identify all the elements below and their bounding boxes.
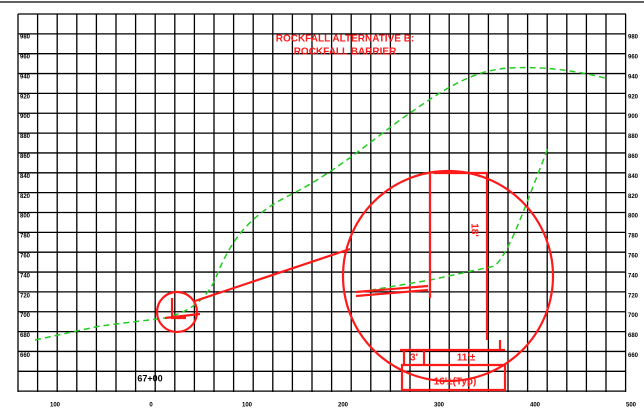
elevation-label: 980: [20, 35, 31, 41]
elevation-label: 900: [20, 114, 31, 120]
elevation-label: 840: [628, 174, 639, 180]
elevation-label: 920: [20, 94, 31, 100]
elevation-label: 840: [20, 174, 31, 180]
elevation-label: 780: [20, 234, 31, 240]
width-label: 11'±: [457, 353, 476, 364]
elevation-label: 780: [628, 234, 639, 240]
offset-label: 100: [242, 403, 253, 409]
ground-line: [34, 66, 606, 341]
barrier-small: [164, 298, 201, 320]
axis-labels: 980 980 960 960 940 940 920 920 900 900 880 880 860 8…: [20, 35, 639, 409]
detail-ground-line: [359, 147, 549, 293]
callout-leader: [194, 247, 351, 303]
elevation-label: 960: [20, 54, 31, 60]
detail-callout-small: [155, 290, 199, 334]
elevation-label: 660: [628, 353, 639, 359]
elevation-label: 860: [20, 154, 31, 160]
elevation-label: 940: [628, 74, 639, 80]
elevation-label: 760: [20, 253, 31, 259]
title-line: ROCKFALL BARRIER: [294, 47, 397, 58]
offset-label: 200: [338, 403, 349, 409]
station-label: 67+00: [137, 373, 162, 383]
elevation-label: 980: [628, 35, 639, 41]
elevation-label: 880: [20, 134, 31, 140]
elevation-label: 700: [20, 313, 31, 319]
elevation-label: 940: [20, 74, 31, 80]
elevation-label: 760: [628, 253, 639, 259]
elevation-label: 920: [628, 94, 639, 100]
footing-label: 16'±(Typ): [434, 377, 477, 388]
elevation-label: 720: [20, 293, 31, 299]
offset-label: 0: [149, 403, 153, 409]
elevation-label: 680: [20, 333, 31, 339]
elevation-label: 880: [628, 134, 639, 140]
elevation-label: 960: [628, 54, 639, 60]
elevation-label: 740: [20, 273, 31, 279]
grid: [0, 1, 644, 392]
elevation-label: 860: [628, 154, 639, 160]
offset-label: 400: [530, 403, 541, 409]
elevation-label: 900: [628, 114, 639, 120]
offset-label: 300: [434, 403, 445, 409]
elevation-label: 820: [20, 194, 31, 200]
elevation-label: 680: [628, 333, 639, 339]
elevation-label: 740: [628, 273, 639, 279]
height-label: 18': [468, 223, 479, 237]
elevation-label: 700: [628, 313, 639, 319]
offset-label: 100: [50, 403, 61, 409]
offset-label: 500: [626, 403, 637, 409]
detail-callout-large: [341, 169, 555, 383]
title-line: ROCKFALL ALTERNATIVE B:: [276, 34, 415, 45]
elevation-label: 720: [628, 293, 639, 299]
elevation-label: 800: [628, 214, 639, 220]
elevation-label: 820: [628, 194, 639, 200]
depth-label: 3': [410, 353, 418, 364]
elevation-label: 800: [20, 214, 31, 220]
barrier-footing: [400, 340, 507, 392]
barrier-wall: [355, 171, 489, 340]
elevation-label: 660: [20, 353, 31, 359]
